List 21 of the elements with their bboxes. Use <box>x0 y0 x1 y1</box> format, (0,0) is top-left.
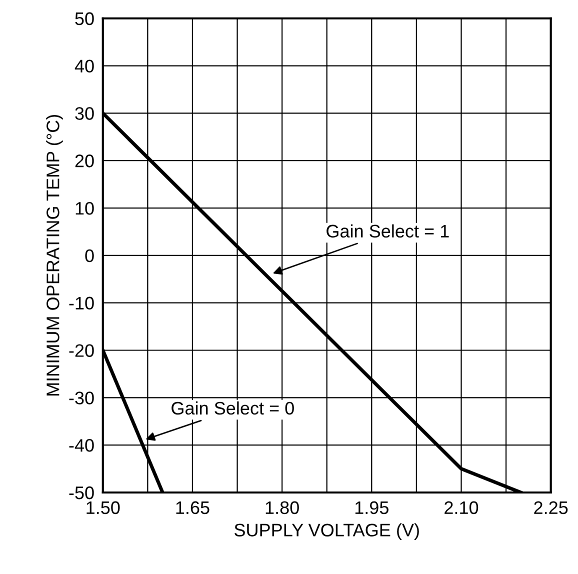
y-tick-label: 20 <box>75 154 94 168</box>
x-tick-label: 2.10 <box>444 501 478 514</box>
y-tick-label: -10 <box>69 296 94 310</box>
y-tick-label: 10 <box>76 202 94 215</box>
y-tick-label: -30 <box>69 392 94 404</box>
annotation: Gain Select = 1 <box>326 224 449 238</box>
y-tick-label: -50 <box>69 486 94 500</box>
annotation: Gain Select = 0 <box>172 401 294 415</box>
y-tick-label: 0 <box>85 249 94 262</box>
y-tick-label: 40 <box>74 60 94 72</box>
x-tick-label: 1.65 <box>176 501 210 514</box>
y-tick-label: 50 <box>75 12 94 26</box>
y-tick-label: -40 <box>69 439 94 452</box>
y-tick-label: -20 <box>69 344 94 357</box>
x-tick-label: 1.95 <box>355 501 388 514</box>
y-axis-title: MINIMUM OPERATING TEMP (°C) <box>46 115 63 396</box>
x-tick-label: 1.80 <box>266 501 299 514</box>
x-tick-label: 2.25 <box>534 501 568 514</box>
x-tick-label: 1.50 <box>86 501 120 514</box>
x-axis-title: SUPPLY VOLTAGE (V) <box>234 523 419 540</box>
y-tick-label: 30 <box>75 107 94 120</box>
